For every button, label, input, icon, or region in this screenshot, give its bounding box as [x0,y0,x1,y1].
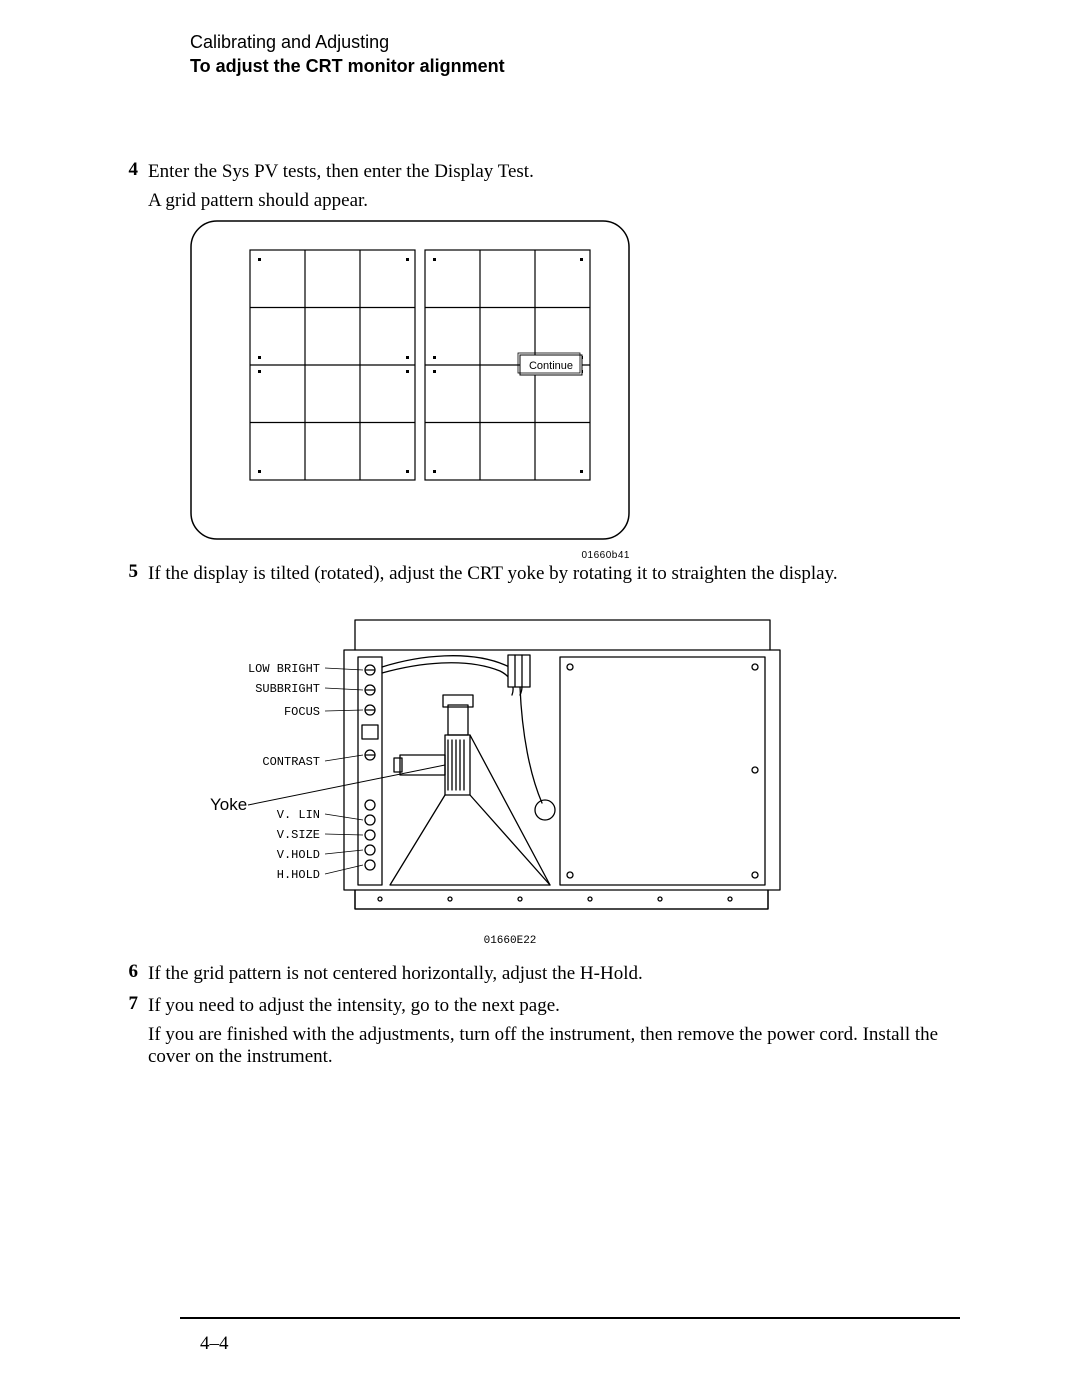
label-vsize: V.SIZE [277,828,320,842]
step-text: Enter the Sys PV tests, then enter the D… [148,159,534,185]
step-number: 5 [110,561,148,587]
step-text: If the display is tilted (rotated), adju… [148,561,838,587]
yoke-label: Yoke [210,795,247,814]
step-4-note: A grid pattern should appear. [148,190,970,212]
step-number: 6 [110,961,148,987]
label-vlin: V. LIN [277,808,320,822]
step-number: 4 [110,159,148,185]
continue-label: Continue [529,360,573,372]
header-subtitle: To adjust the CRT monitor alignment [190,54,970,78]
page-number: 4–4 [200,1333,229,1355]
page-header: Calibrating and Adjusting To adjust the … [190,30,970,79]
steps-list: 4 Enter the Sys PV tests, then enter the… [110,159,970,1069]
step-7-note: If you are finished with the adjustments… [148,1024,970,1068]
label-subbright: SUBBRIGHT [255,682,320,696]
figure1-caption: 01660b41 [190,550,630,561]
label-hhold: H.HOLD [277,868,320,882]
step-5: 5 If the display is tilted (rotated), ad… [110,561,970,587]
label-vhold: V.HOLD [277,848,320,862]
figure2-caption: 01660E22 [230,935,790,947]
document-page: Calibrating and Adjusting To adjust the … [0,0,1080,1397]
step-7: 7 If you need to adjust the intensity, g… [110,993,970,1019]
figure-grid-pattern: Continue [190,220,970,540]
step-text: If the grid pattern is not centered hori… [148,961,643,987]
step-6: 6 If the grid pattern is not centered ho… [110,961,970,987]
label-low-bright: LOW BRIGHT [248,662,320,676]
step-4: 4 Enter the Sys PV tests, then enter the… [110,159,970,185]
figure-crt-diagram: LOW BRIGHT SUBBRIGHT FOCUS CONTRAST V. L… [150,595,970,925]
label-focus: FOCUS [284,705,320,719]
label-contrast: CONTRAST [262,755,320,769]
step-number: 7 [110,993,148,1019]
header-title: Calibrating and Adjusting [190,30,970,54]
continue-button[interactable]: Continue [518,353,582,375]
footer-rule [180,1317,960,1319]
step-text: If you need to adjust the intensity, go … [148,993,560,1019]
